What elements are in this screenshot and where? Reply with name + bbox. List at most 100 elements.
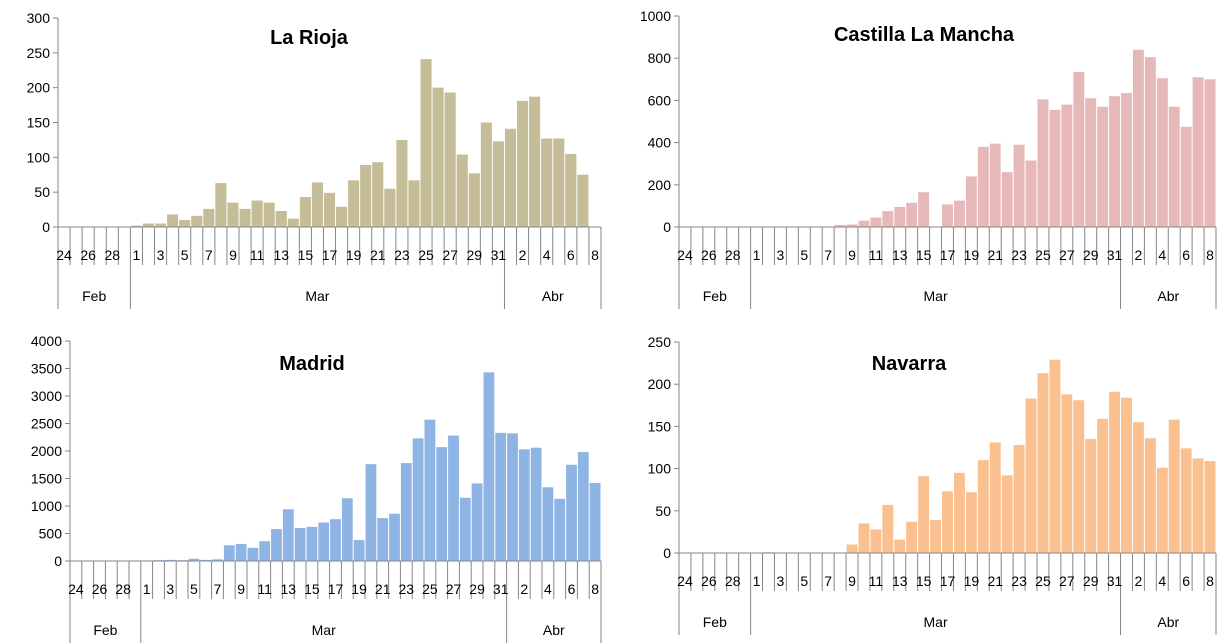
bar — [459, 497, 471, 561]
bar — [518, 449, 530, 561]
bar — [408, 180, 420, 227]
x-tick-label: 7 — [824, 247, 832, 263]
bar — [1204, 79, 1216, 227]
bar — [1109, 96, 1121, 228]
x-tick-label: 29 — [1083, 247, 1099, 263]
bar — [330, 519, 341, 561]
x-tick-label: 17 — [322, 247, 338, 263]
bar — [577, 174, 589, 227]
bar — [989, 143, 1001, 227]
y-tick-label: 100 — [27, 149, 51, 165]
x-tick-label: 8 — [591, 247, 599, 263]
x-tick-label: 8 — [591, 581, 599, 597]
x-tick-label: 3 — [157, 247, 165, 263]
month-label: Feb — [703, 288, 727, 304]
bar — [894, 206, 906, 227]
bar — [858, 523, 870, 553]
y-tick-label: 50 — [655, 503, 671, 519]
bar — [1156, 78, 1168, 228]
x-tick-label: 26 — [701, 247, 717, 263]
x-tick-label: 3 — [166, 581, 174, 597]
bar — [1013, 144, 1025, 227]
month-label: Abr — [1157, 614, 1179, 630]
bar — [1156, 467, 1168, 553]
bar — [456, 154, 468, 227]
bar — [164, 559, 176, 561]
x-tick-label: 29 — [469, 581, 485, 597]
x-tick-label: 27 — [1059, 573, 1075, 589]
bar — [589, 482, 601, 561]
bar — [1049, 359, 1061, 553]
x-tick-label: 7 — [214, 581, 222, 597]
x-tick-label: 6 — [1182, 247, 1190, 263]
y-tick-label: 0 — [54, 553, 62, 569]
x-tick-label: 1 — [753, 573, 761, 589]
bar — [942, 204, 953, 227]
chart-title: Castilla La Mancha — [834, 24, 1015, 46]
y-tick-label: 150 — [27, 115, 51, 131]
bar — [1025, 398, 1037, 553]
x-tick-label: 27 — [1059, 247, 1075, 263]
bar — [953, 200, 965, 227]
y-tick-label: 2500 — [31, 416, 62, 432]
x-tick-label: 6 — [1182, 573, 1190, 589]
bar — [529, 96, 541, 228]
bar — [918, 476, 930, 553]
bar — [577, 452, 589, 561]
bar — [311, 182, 323, 227]
bar — [282, 509, 294, 561]
bar — [259, 541, 271, 561]
bar — [492, 141, 504, 227]
bar — [468, 173, 480, 227]
x-tick-label: 25 — [418, 247, 434, 263]
x-tick-label: 13 — [281, 581, 297, 597]
bar — [1013, 444, 1025, 553]
x-tick-label: 21 — [987, 247, 1003, 263]
y-tick-label: 0 — [663, 219, 671, 235]
bar — [365, 464, 377, 561]
y-tick-label: 250 — [27, 45, 51, 61]
x-tick-label: 26 — [92, 581, 108, 597]
y-tick-label: 4000 — [31, 333, 62, 349]
bar — [471, 483, 483, 561]
x-tick-label: 11 — [869, 573, 884, 589]
x-tick-label: 17 — [328, 581, 344, 597]
x-tick-label: 5 — [800, 247, 808, 263]
x-tick-label: 24 — [677, 573, 693, 589]
bar — [348, 180, 360, 227]
x-tick-label: 25 — [1035, 247, 1051, 263]
bar — [1061, 104, 1073, 227]
bar — [263, 202, 275, 227]
bar — [341, 498, 353, 561]
y-tick-label: 1000 — [31, 498, 62, 514]
bar — [444, 92, 456, 227]
y-tick-label: 600 — [648, 92, 672, 108]
x-tick-label: 25 — [422, 581, 438, 597]
bar — [179, 220, 191, 227]
bar — [436, 447, 448, 561]
bar — [1192, 77, 1204, 227]
bar — [1121, 93, 1132, 227]
x-tick-label: 15 — [304, 581, 320, 597]
bar — [882, 211, 894, 227]
bar — [977, 460, 989, 553]
x-tick-label: 9 — [229, 247, 237, 263]
bar — [384, 188, 396, 227]
x-tick-label: 31 — [493, 581, 509, 597]
x-tick-label: 3 — [777, 573, 785, 589]
x-tick-label: 24 — [68, 581, 84, 597]
bar — [239, 208, 251, 227]
bar — [318, 522, 330, 561]
bar — [1073, 71, 1085, 227]
bar — [142, 223, 155, 227]
x-tick-label: 29 — [467, 247, 483, 263]
x-tick-label: 28 — [725, 573, 741, 589]
chart-title: La Rioja — [270, 27, 349, 49]
x-tick-label: 25 — [1035, 573, 1051, 589]
bar — [846, 544, 858, 553]
bar — [227, 202, 239, 227]
bar — [389, 513, 400, 561]
bar — [271, 529, 282, 561]
bar — [480, 122, 492, 227]
